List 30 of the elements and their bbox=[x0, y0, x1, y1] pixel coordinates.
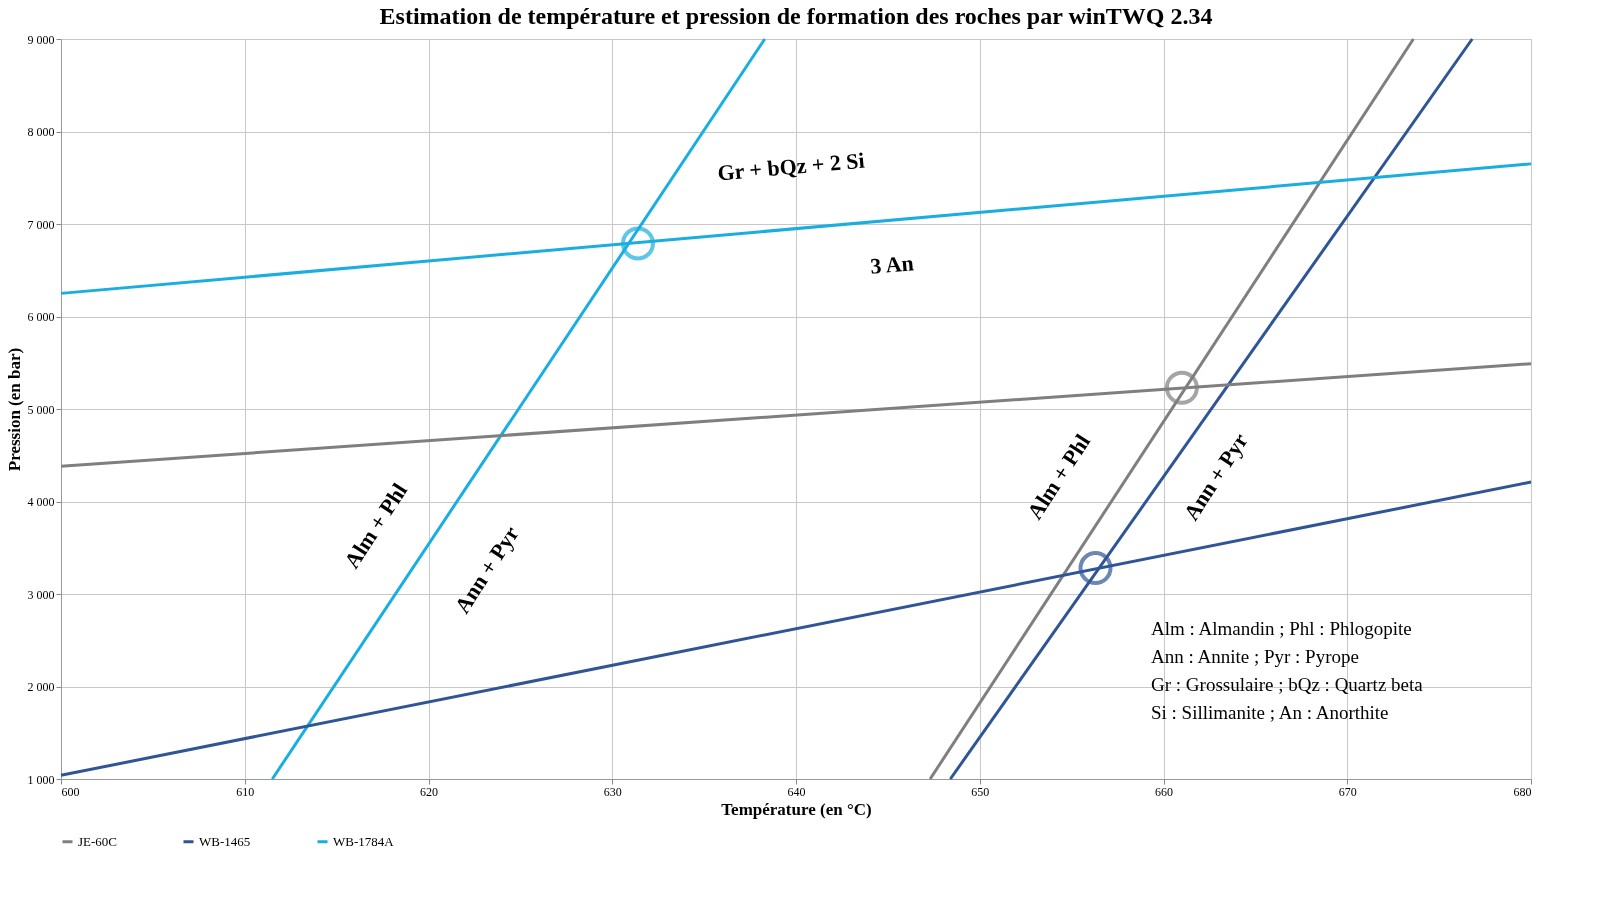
x-tick-label: 620 bbox=[420, 784, 438, 799]
x-tick-label: 640 bbox=[787, 784, 806, 799]
annotation: Alm : Almandin ; Phl : Phlogopite bbox=[1151, 618, 1412, 639]
annotation: 3 An bbox=[869, 250, 915, 279]
y-tick-label: 5 000 bbox=[27, 402, 55, 417]
y-tick-label: 4 000 bbox=[27, 495, 55, 509]
x-tick-label: 630 bbox=[603, 784, 622, 799]
annotation: Gr + bQz + 2 Si bbox=[716, 147, 866, 186]
legend-label: JE-60C bbox=[78, 833, 117, 849]
annotation: Ann : Annite ; Pyr : Pyrope bbox=[1151, 646, 1359, 667]
x-tick-label: 660 bbox=[1155, 784, 1173, 799]
y-tick-label: 9 000 bbox=[27, 32, 55, 47]
x-tick-label: 600 bbox=[61, 784, 80, 799]
chart-title: Estimation de température et pression de formation des roches par winTWQ 2.34 bbox=[379, 3, 1213, 29]
y-tick-label: 1 000 bbox=[27, 772, 55, 787]
y-tick-label: 6 000 bbox=[27, 310, 55, 324]
y-axis-title: Pression (en bar) bbox=[4, 347, 24, 472]
y-tick-label: 8 000 bbox=[27, 125, 55, 139]
legend-label: WB-1465 bbox=[199, 833, 251, 849]
y-tick-label: 2 000 bbox=[27, 680, 55, 694]
x-axis-title: Température (en °C) bbox=[721, 799, 872, 819]
y-tick-label: 7 000 bbox=[27, 217, 55, 232]
x-tick-label: 610 bbox=[236, 784, 255, 799]
annotation: Si : Sillimanite ; An : Anorthite bbox=[1151, 702, 1389, 723]
annotation: Gr : Grossulaire ; bQz : Quartz beta bbox=[1151, 674, 1424, 695]
y-tick-label: 3 000 bbox=[27, 587, 55, 602]
x-tick-label: 650 bbox=[971, 784, 990, 799]
x-tick-label: 670 bbox=[1338, 784, 1357, 799]
x-tick-label: 680 bbox=[1513, 784, 1532, 799]
legend-label: WB-1784A bbox=[333, 833, 395, 849]
